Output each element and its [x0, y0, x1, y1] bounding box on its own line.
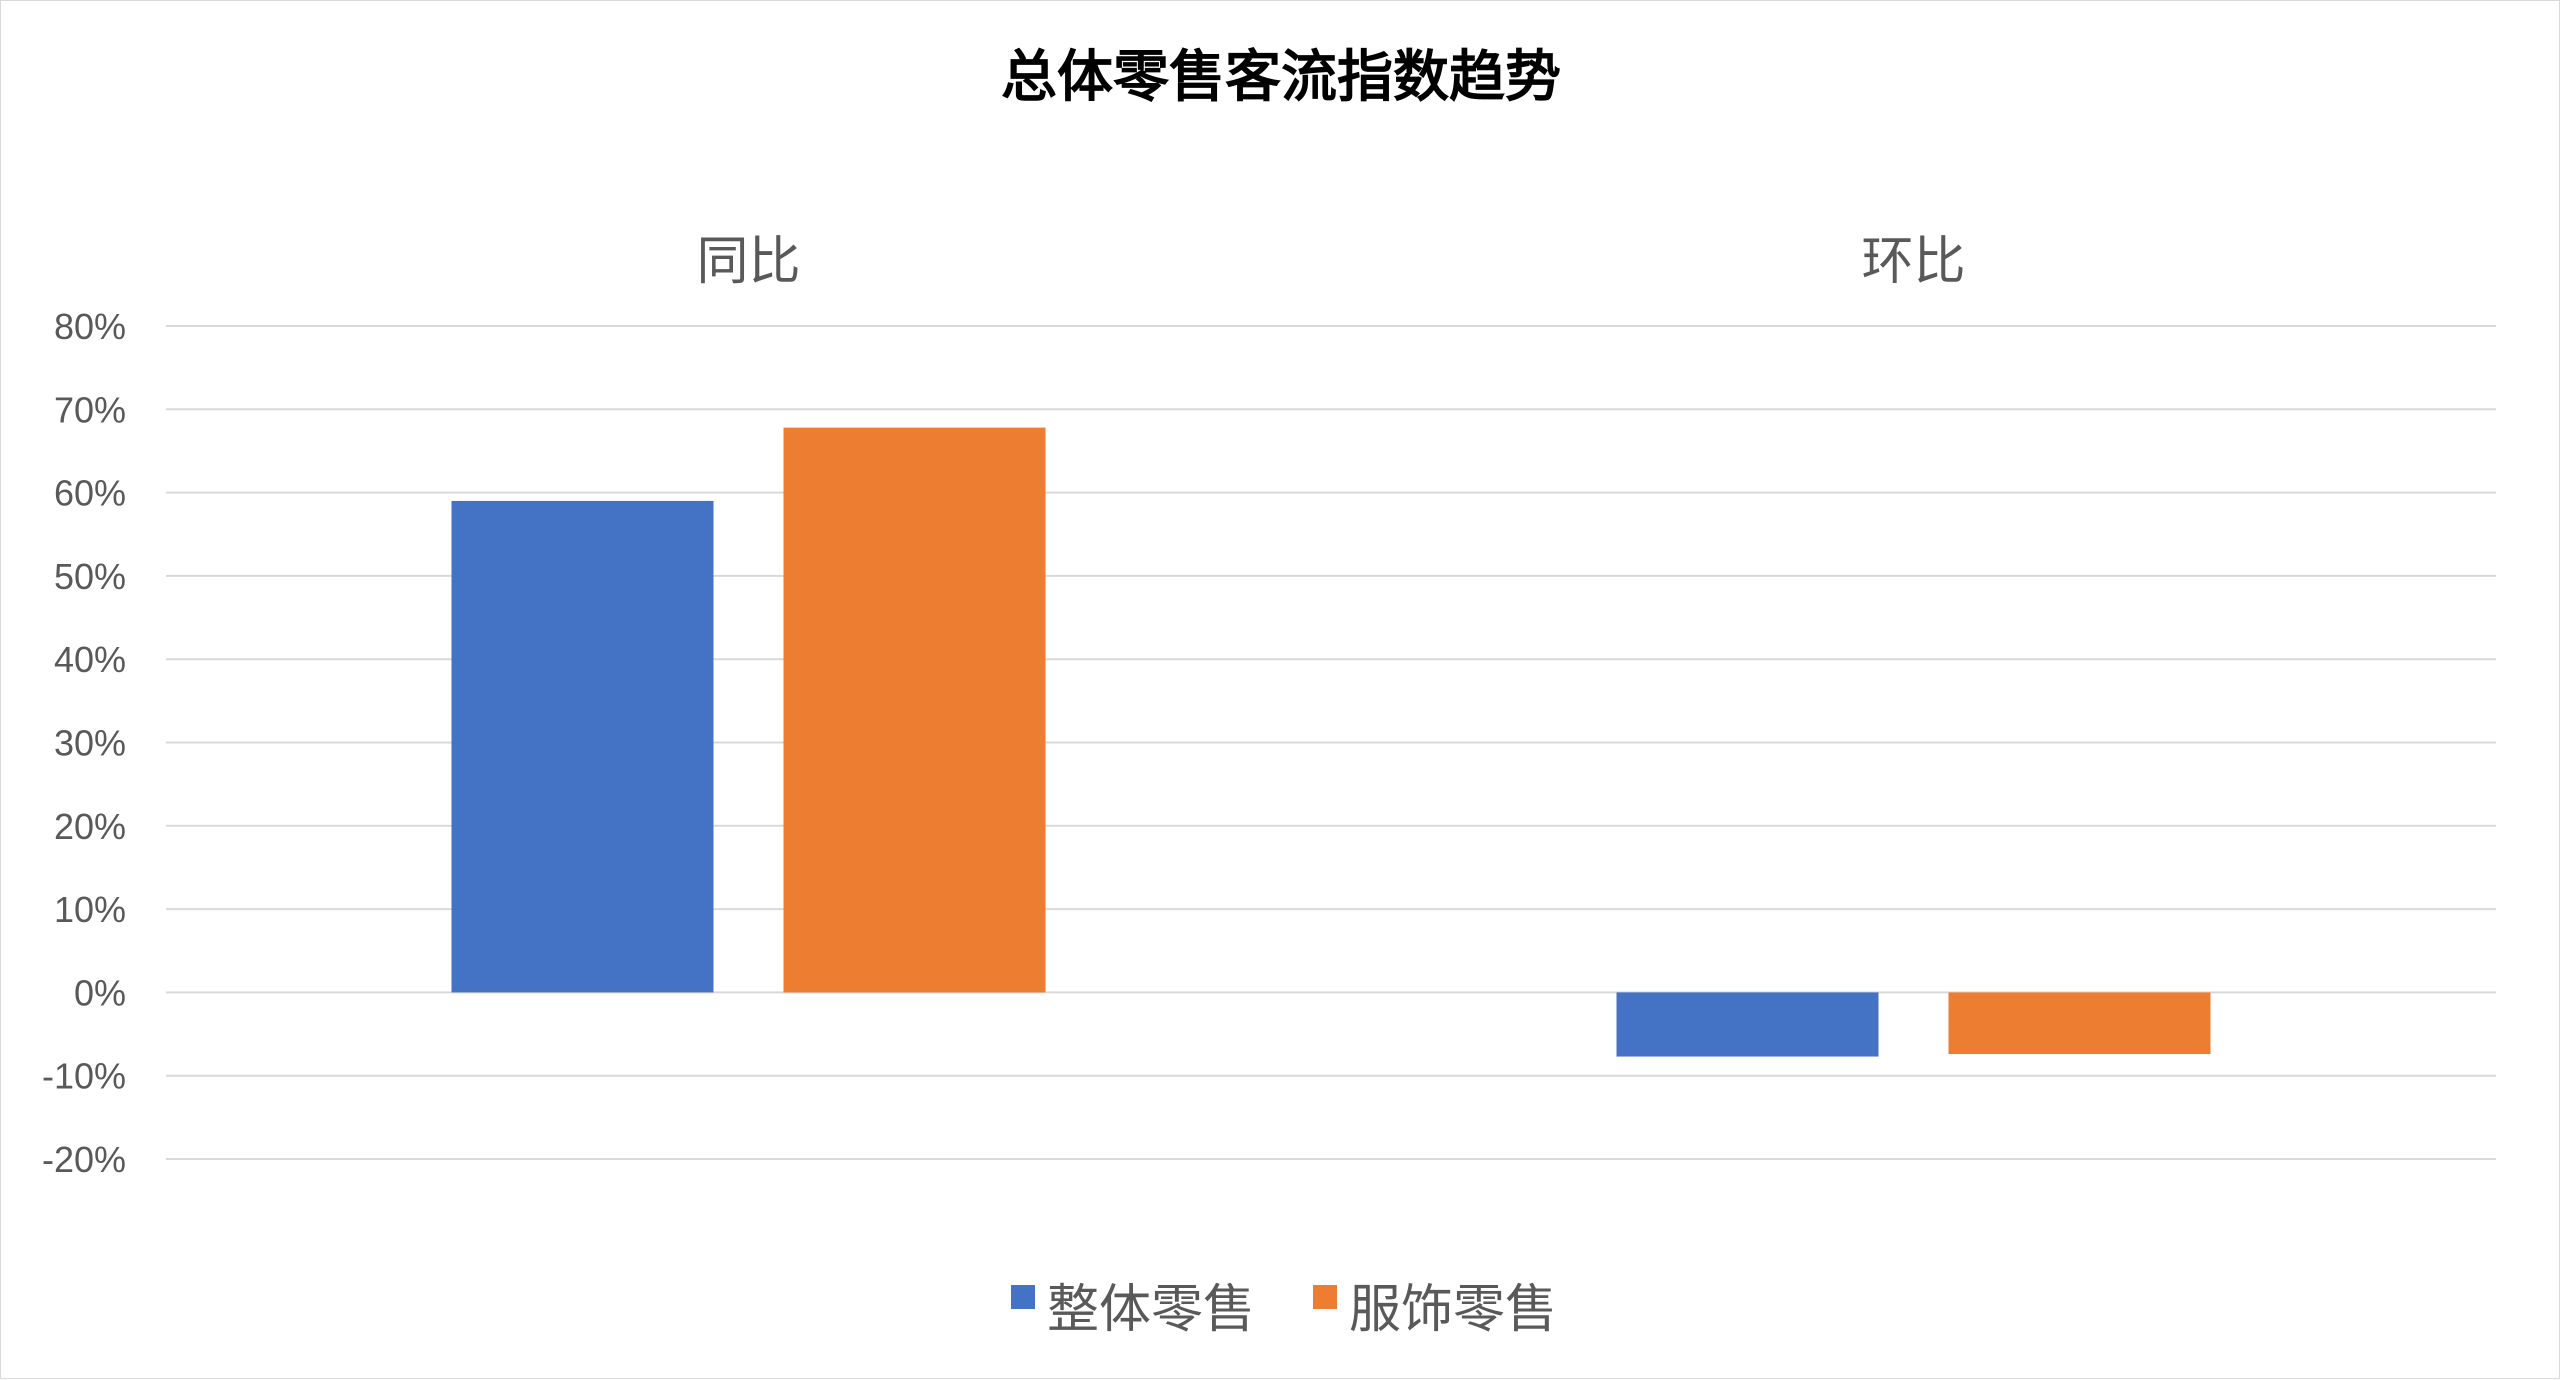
y-tick-label: 60% — [54, 473, 126, 514]
y-tick-label: 50% — [54, 556, 126, 597]
y-tick-label: 40% — [54, 639, 126, 680]
y-tick-label: -20% — [42, 1139, 126, 1180]
legend-label: 整体零售 — [1047, 1280, 1255, 1340]
y-tick-label: -10% — [42, 1056, 126, 1097]
y-tick-label: 20% — [54, 806, 126, 847]
y-tick-label: 70% — [54, 389, 126, 430]
y-tick-label: 30% — [54, 723, 126, 764]
category-label: 同比 — [696, 232, 800, 292]
bars — [451, 427, 2211, 1057]
bar-overall-retail-yoy — [451, 500, 714, 993]
y-tick-label: 10% — [54, 889, 126, 930]
legend-label: 服饰零售 — [1349, 1280, 1557, 1340]
legend-swatch — [1011, 1285, 1035, 1309]
chart-title: 总体零售客流指数趋势 — [1001, 45, 1561, 110]
category-labels: 同比 环比 — [696, 232, 1965, 292]
bar-overall-retail-mom — [1616, 992, 1879, 1057]
category-label: 环比 — [1861, 232, 1965, 292]
legend-swatch — [1313, 1285, 1337, 1309]
legend: 整体零售 服饰零售 — [1011, 1280, 1557, 1340]
y-tick-label: 0% — [74, 972, 126, 1013]
y-axis-tick-labels: 80% 70% 60% 50% 40% 30% 20% 10% 0% -10% -20% — [42, 306, 126, 1180]
bar-apparel-retail-yoy — [783, 427, 1046, 993]
bar-apparel-retail-mom — [1948, 992, 2211, 1055]
y-tick-label: 80% — [54, 306, 126, 347]
